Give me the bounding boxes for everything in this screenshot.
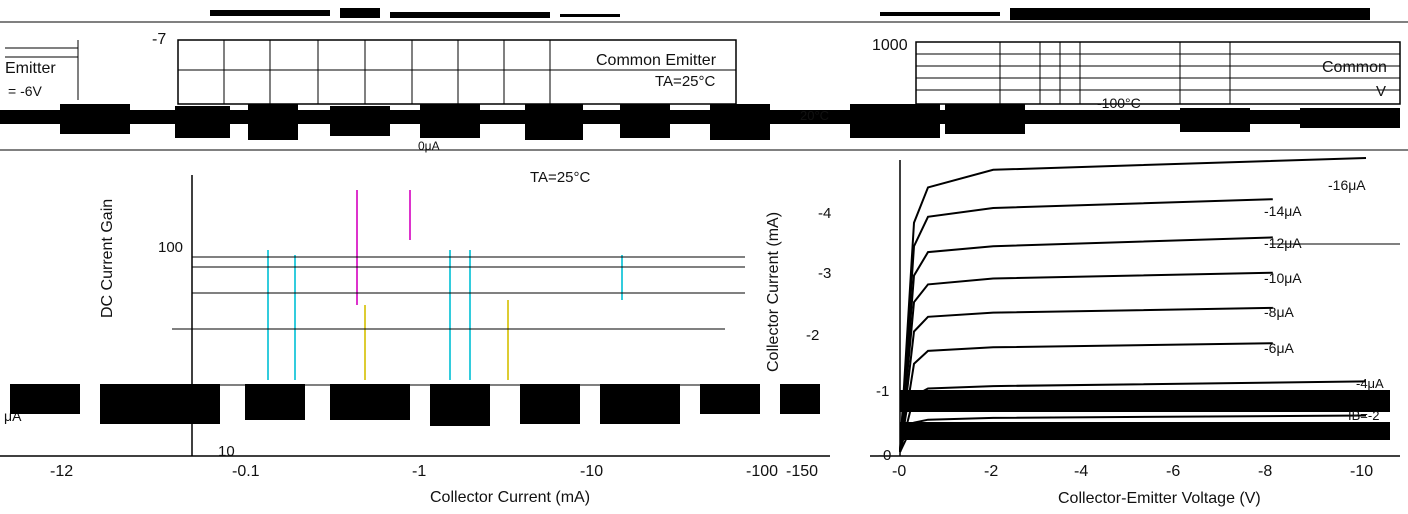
ic-curve-label: -4μA [1356,376,1384,391]
gain-y-tick-100: 100 [158,239,183,256]
gain-y-tick-10: 10 [218,443,235,460]
ic-curve-label: -8μA [1264,304,1295,320]
top-scanline-artifacts [0,8,1408,23]
ic-curve-label: IB=-2 [1348,408,1379,423]
ic-curve-line [899,271,1273,453]
gain-x-axis-label: Collector Current (mA) [430,489,590,506]
band-ua-label: 0μA [418,139,440,153]
ic-x-axis-label: Collector-Emitter Voltage (V) [1058,490,1261,507]
ic-y-tick: -3 [818,265,831,282]
ic-x-tick: -6 [1166,463,1180,480]
ic-y-tick: -0 [878,447,891,464]
gain-x-tick: -10 [580,463,603,480]
gain-x-tick: -0.1 [232,463,260,480]
gain-x-tick: -150 [786,463,818,480]
gain-chart: TA=25°C 100 10 -0.1 -1 -10 -100 -150 Col… [0,169,830,506]
ic-x-tick: -2 [984,463,998,480]
ic-curve-line [899,414,1367,453]
common-right-label: Common [1322,59,1387,76]
gain-x-tick: -1 [412,463,426,480]
ic-x-tick: -8 [1258,463,1272,480]
ic-x-tick: -10 [1350,463,1373,480]
common-emitter-label: Common Emitter [596,52,717,69]
ic-curve-line [899,380,1367,453]
ic-y-tick: -2 [806,327,819,344]
left-emitter-label: Emitter [5,60,56,77]
ic-y-axis-label: Collector Current (mA) [765,212,782,372]
ic-curve-label: -6μA [1264,340,1295,356]
ic-top-y-tick: 1000 [872,37,908,54]
ic-curve-line [899,236,1273,453]
ic-curve-line [899,198,1273,453]
ic-chart-top-fragment: 1000 Common V -100°C [872,37,1401,111]
ic-curve-label: -10μA [1264,270,1302,286]
left-vce-label: = -6V [8,83,43,99]
corruption-band: 20°C 0μA [0,104,1408,153]
v-right-label: V [1376,83,1386,100]
ic-curve-label: -12μA [1264,235,1302,251]
gain-x-tick: -100 [746,463,778,480]
temp-100-label: -100°C [1097,95,1141,111]
band-20c-label: 20°C [800,108,829,123]
ta-top-label: TA=25°C [655,73,715,90]
ic-y-tick: -4 [818,205,831,222]
ic-y-tick: -1 [876,383,889,400]
ic-curve-label: -14μA [1264,203,1302,219]
ic-chart: -0 -1 -2 -3 -4 -0 -2 -4 -6 -8 -10 -16μA … [765,157,1400,507]
ic-curve-label: -16μA [1328,177,1366,193]
bottom-corruption-band [10,384,1390,440]
ic-curve-line [899,306,1273,453]
ic-curve-line [899,157,1367,453]
gain-annotation-ta: TA=25°C [530,169,590,186]
gain-y-axis-label: DC Current Gain [99,199,116,318]
gain-top-y-tick: -7 [152,31,166,48]
color-glitch-streaks [267,190,623,380]
ic-curve-line [899,342,1273,453]
gain-chart-top-fragment: -7 Common Emitter TA=25°C [152,31,737,105]
ic-curves [899,157,1367,453]
ic-x-tick: -0 [892,463,906,480]
ic-x-tick: -4 [1074,463,1088,480]
left-x-tick: -12 [50,463,73,480]
